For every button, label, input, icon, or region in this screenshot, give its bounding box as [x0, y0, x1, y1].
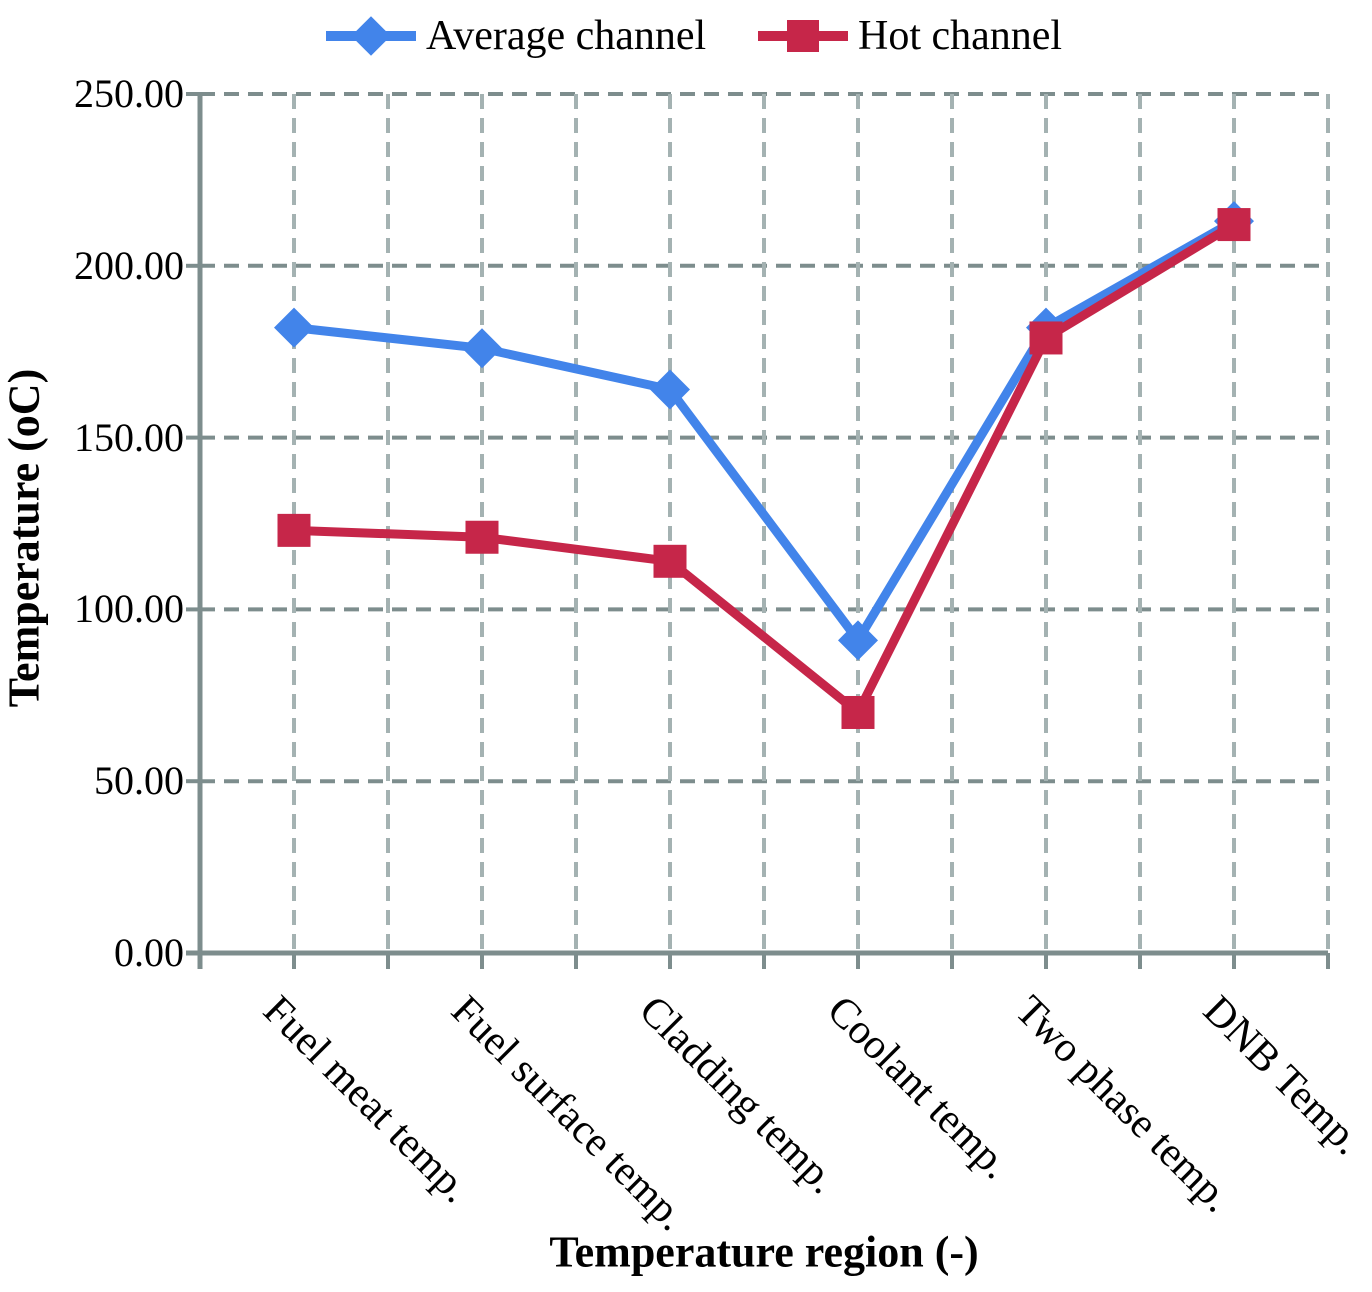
y-tick-label: 150.00 [74, 414, 184, 460]
data-point-square [465, 520, 499, 554]
series-hot-channel [277, 208, 1251, 729]
square-marker-icon [787, 20, 819, 52]
legend-marker-hot [758, 12, 848, 60]
legend-item-hot-channel: Hot channel [758, 12, 1062, 60]
data-point-square [277, 513, 311, 547]
legend-label: Hot channel [858, 13, 1063, 59]
y-tick-label: 100.00 [74, 586, 184, 632]
v-gridlines [292, 94, 1330, 953]
data-point-square [1217, 208, 1251, 242]
series-line [293, 217, 1237, 649]
data-point-diamond [838, 620, 878, 661]
data-point-square [1029, 321, 1063, 355]
y-axis-ticks [186, 92, 200, 955]
y-tick-label: 0.00 [114, 930, 184, 975]
data-point-diamond [274, 307, 314, 348]
x-axis-ticks [198, 953, 1330, 969]
data-point-square [653, 544, 687, 578]
y-tick-label: 50.00 [94, 758, 184, 804]
legend-label: Average channel [426, 13, 707, 59]
legend-marker-average [326, 12, 416, 60]
data-point-diamond [650, 369, 690, 410]
series-line [293, 220, 1237, 720]
y-tick-label: 200.00 [74, 242, 184, 288]
data-point-diamond [462, 328, 502, 369]
legend-item-average-channel: Average channel [326, 12, 706, 60]
y-tick-label: 250.00 [74, 71, 184, 116]
data-point-square [841, 695, 875, 729]
x-axis-title: Temperature region (-) [549, 1227, 979, 1277]
